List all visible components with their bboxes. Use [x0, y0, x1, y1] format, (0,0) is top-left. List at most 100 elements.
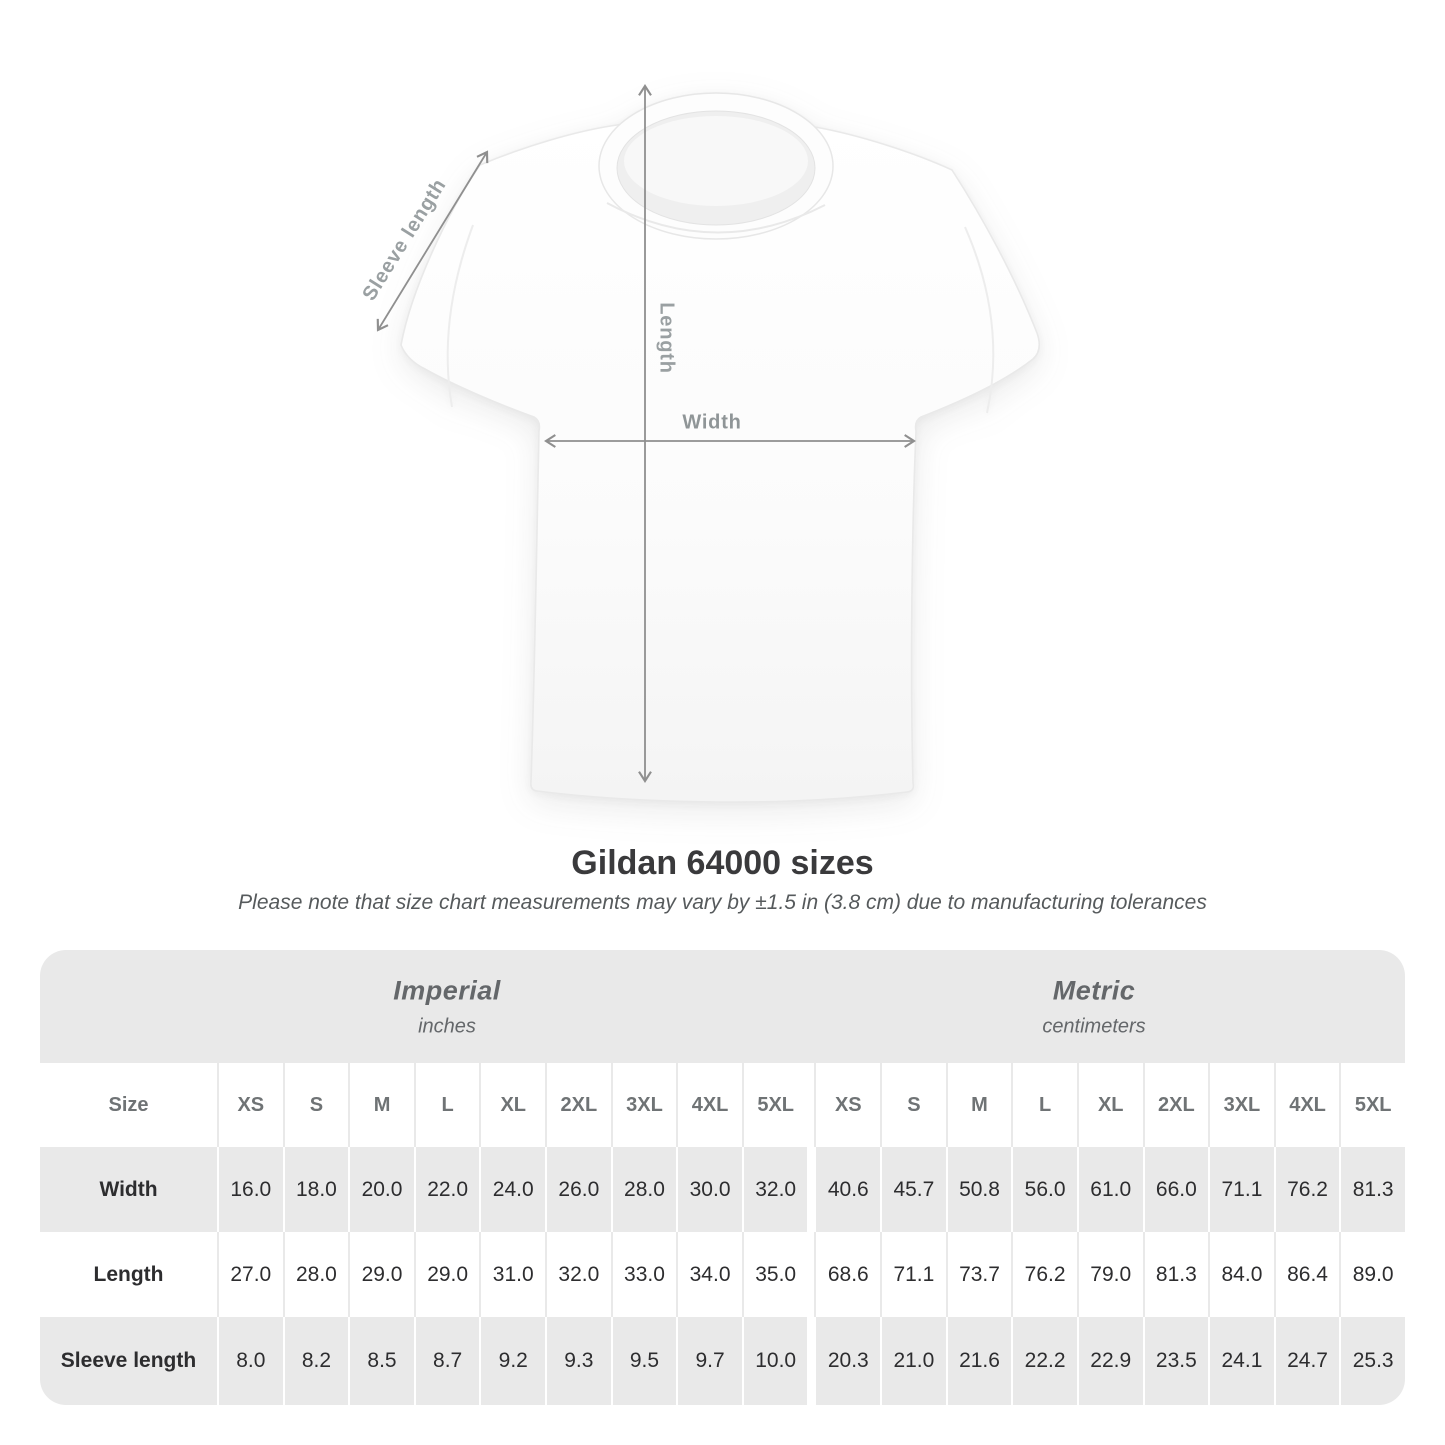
size-header: 3XL: [610, 1063, 677, 1147]
size-column-header: Size: [108, 1093, 149, 1116]
size-measurements-table: Size XS S M L XL 2XL 3XL 4XL 5XL XS S M …: [40, 1063, 1405, 1405]
table-cell: 31.0: [479, 1232, 545, 1317]
metric-unit: centimeters: [1042, 1015, 1146, 1037]
table-cell: 28.0: [610, 1147, 677, 1232]
unit-group-metric: Metric centimeters: [1042, 975, 1145, 1038]
table-cell: 76.2: [1011, 1232, 1077, 1317]
table-cell: 79.0: [1076, 1232, 1143, 1317]
size-header: 5XL: [1339, 1063, 1405, 1147]
table-cell: 8.7: [413, 1317, 480, 1405]
table-cell: 50.8: [945, 1147, 1012, 1232]
right-sleeve-seam: [964, 226, 995, 414]
table-cell: 8.0: [217, 1317, 283, 1405]
sleeve-length-row: Sleeve length 8.0 8.2 8.5 8.7 9.2 9.3 9.…: [40, 1317, 1405, 1405]
table-cell: 73.7: [945, 1232, 1012, 1317]
table-cell: 22.2: [1011, 1317, 1077, 1405]
collar-rib-line: [606, 202, 826, 234]
size-header: L: [413, 1063, 480, 1147]
table-cell: 9.2: [479, 1317, 545, 1405]
size-header: XS: [217, 1063, 283, 1147]
measurement-arrows: [376, 84, 916, 783]
table-cell: 21.0: [880, 1317, 946, 1405]
table-cell: 18.0: [282, 1147, 349, 1232]
table-cell: 20.3: [814, 1317, 880, 1405]
unit-header-band: Imperial inches Metric centimeters: [40, 950, 1405, 1063]
table-cell: 86.4: [1273, 1232, 1340, 1317]
table-cell: 29.0: [413, 1232, 480, 1317]
table-cell: 56.0: [1011, 1147, 1077, 1232]
metric-heading: Metric: [1052, 975, 1136, 1005]
table-cell: 89.0: [1339, 1232, 1405, 1317]
tshirt-image: [400, 92, 1041, 803]
size-header: 3XL: [1208, 1063, 1274, 1147]
size-header: M: [945, 1063, 1012, 1147]
table-cell: 23.5: [1142, 1317, 1209, 1405]
table-cell: 16.0: [217, 1147, 283, 1232]
width-label: Width: [682, 411, 742, 434]
row-label-sleeve-length: Sleeve length: [60, 1349, 197, 1372]
table-cell: 71.1: [1208, 1147, 1274, 1232]
size-table: Imperial inches Metric centimeters Size …: [40, 950, 1405, 1405]
size-header: M: [348, 1063, 414, 1147]
row-label-length: Length: [93, 1262, 164, 1286]
table-cell: 24.1: [1208, 1317, 1274, 1405]
imperial-heading: Imperial: [393, 975, 501, 1005]
size-header: XS: [814, 1063, 880, 1147]
unit-divider: [807, 1147, 815, 1232]
table-cell: 32.0: [741, 1147, 808, 1232]
table-cell: 9.7: [676, 1317, 742, 1405]
length-label: Length: [655, 302, 678, 374]
table-cell: 35.0: [741, 1232, 808, 1317]
size-header: 2XL: [545, 1063, 611, 1147]
table-cell: 68.6: [814, 1232, 880, 1317]
tolerance-note: Please note that size chart measurements…: [238, 891, 1207, 914]
imperial-unit: inches: [418, 1015, 476, 1037]
table-cell: 40.6: [814, 1147, 880, 1232]
size-header: S: [880, 1063, 946, 1147]
row-label-width: Width: [99, 1177, 158, 1201]
table-cell: 26.0: [545, 1147, 611, 1232]
table-cell: 71.1: [880, 1232, 946, 1317]
size-header: 4XL: [1273, 1063, 1340, 1147]
table-cell: 29.0: [348, 1232, 414, 1317]
size-header: S: [282, 1063, 349, 1147]
table-cell: 76.2: [1273, 1147, 1340, 1232]
table-cell: 81.3: [1142, 1232, 1209, 1317]
length-row: Length 27.0 28.0 29.0 29.0 31.0 32.0 33.…: [40, 1232, 1405, 1317]
table-cell: 24.0: [479, 1147, 545, 1232]
page-title: Gildan 64000 sizes: [571, 844, 874, 882]
width-row: Width 16.0 18.0 20.0 22.0 24.0 26.0 28.0…: [40, 1147, 1405, 1232]
table-cell: 84.0: [1208, 1232, 1274, 1317]
size-header: 4XL: [676, 1063, 742, 1147]
table-cell: 27.0: [217, 1232, 283, 1317]
table-cell: 45.7: [880, 1147, 946, 1232]
table-cell: 33.0: [610, 1232, 677, 1317]
table-cell: 32.0: [545, 1232, 611, 1317]
size-header: L: [1011, 1063, 1077, 1147]
table-cell: 81.3: [1339, 1147, 1405, 1232]
size-header: 2XL: [1142, 1063, 1209, 1147]
size-header-row: Size XS S M L XL 2XL 3XL 4XL 5XL XS S M …: [40, 1063, 1405, 1147]
table-cell: 34.0: [676, 1232, 742, 1317]
table-cell: 61.0: [1076, 1147, 1143, 1232]
shirt-diagram: Sleeve length Length Width: [358, 84, 1041, 803]
unit-divider: [807, 1063, 815, 1147]
sleeve-length-arrow: [376, 150, 489, 332]
table-cell: 22.9: [1076, 1317, 1143, 1405]
table-cell: 30.0: [676, 1147, 742, 1232]
unit-group-imperial: Imperial inches: [393, 975, 501, 1038]
table-cell: 8.5: [348, 1317, 414, 1405]
table-cell: 8.2: [282, 1317, 349, 1405]
tshirt-body: [400, 114, 1041, 803]
table-cell: 24.7: [1273, 1317, 1340, 1405]
size-header: XL: [479, 1063, 545, 1147]
size-header: 5XL: [741, 1063, 808, 1147]
size-header: XL: [1076, 1063, 1143, 1147]
table-cell: 25.3: [1339, 1317, 1405, 1405]
collar-inside-back: [624, 116, 808, 206]
table-cell: 28.0: [282, 1232, 349, 1317]
table-cell: 9.3: [545, 1317, 611, 1405]
table-cell: 21.6: [945, 1317, 1012, 1405]
table-cell: 66.0: [1142, 1147, 1209, 1232]
